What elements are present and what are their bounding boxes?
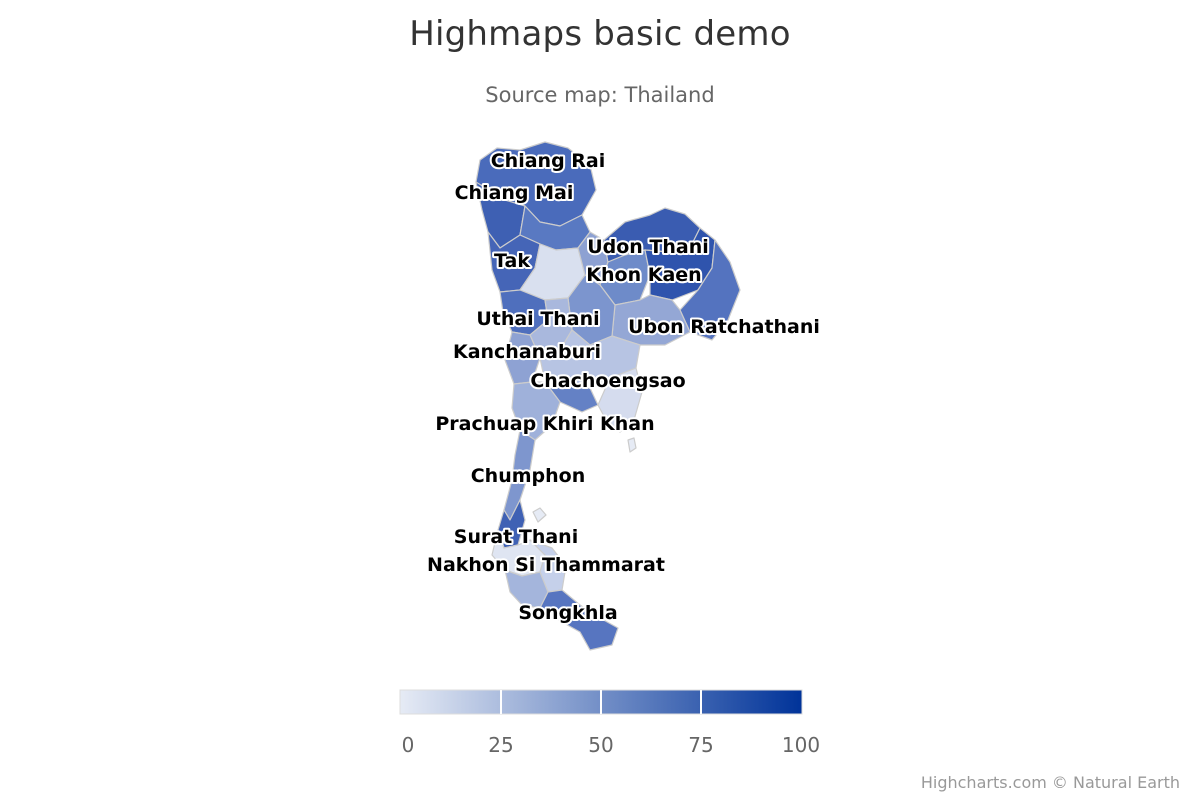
legend-tick-label: 50 bbox=[588, 733, 613, 757]
legend-tick-label: 0 bbox=[402, 733, 415, 757]
label-surat-thani: Surat Thani bbox=[454, 526, 578, 548]
label-kanchanaburi: Kanchanaburi bbox=[453, 341, 601, 363]
label-tak: Tak bbox=[494, 250, 530, 272]
label-udon-thani: Udon Thani bbox=[587, 236, 709, 258]
map-labels: Chiang Rai Chiang Mai Tak Udon Thani Kho… bbox=[425, 148, 822, 626]
map-regions[interactable] bbox=[475, 141, 741, 651]
label-uthai-thani: Uthai Thani bbox=[476, 308, 599, 330]
label-chiang-rai: Chiang Rai bbox=[491, 150, 606, 172]
legend-tick-label: 75 bbox=[688, 733, 713, 757]
chart-subtitle: Source map: Thailand bbox=[485, 83, 715, 107]
chart-title: Highmaps basic demo bbox=[409, 14, 791, 54]
label-chumphon: Chumphon bbox=[471, 465, 586, 487]
credits-link[interactable]: Highcharts.com © Natural Earth bbox=[920, 773, 1180, 792]
label-nakhon-si-thammarat: Nakhon Si Thammarat bbox=[427, 554, 665, 576]
legend-ticks: 0 25 50 75 100 bbox=[402, 690, 820, 757]
legend-tick-label: 25 bbox=[488, 733, 513, 757]
label-prachuap-khiri-khan: Prachuap Khiri Khan bbox=[435, 413, 654, 435]
label-ubon-ratchathani: Ubon Ratchathani bbox=[628, 316, 820, 338]
label-chachoengsao: Chachoengsao bbox=[530, 370, 685, 392]
region-island-a[interactable] bbox=[532, 507, 547, 523]
color-axis-legend: 0 25 50 75 100 bbox=[399, 689, 820, 757]
label-khon-kaen: Khon Kaen bbox=[586, 264, 701, 286]
region-east-a[interactable] bbox=[597, 367, 643, 433]
region-island-b[interactable] bbox=[627, 437, 637, 453]
region-west-a[interactable] bbox=[511, 381, 561, 441]
label-songkhla: Songkhla bbox=[518, 602, 617, 624]
region-south-f[interactable] bbox=[539, 589, 619, 651]
legend-tick-label: 100 bbox=[782, 733, 820, 757]
label-chiang-mai: Chiang Mai bbox=[455, 182, 574, 204]
